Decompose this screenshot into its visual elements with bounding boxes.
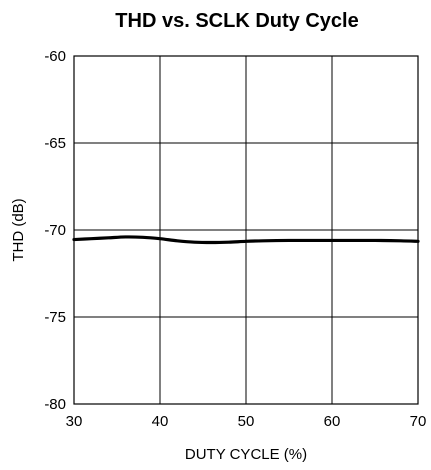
grid-lines [74, 56, 418, 404]
y-axis-label: THD (dB) [10, 198, 27, 261]
x-tick-label: 50 [238, 413, 255, 430]
x-tick-label: 40 [152, 413, 169, 430]
y-tick-label: -65 [44, 135, 66, 152]
x-tick-label: 60 [324, 413, 341, 430]
y-axis-ticks: -60 -65 -70 -75 -80 [44, 48, 66, 413]
y-tick-label: -70 [44, 222, 66, 239]
x-tick-label: 30 [66, 413, 83, 430]
y-tick-label: -75 [44, 309, 66, 326]
series-line-0 [72, 235, 420, 245]
x-axis-label: DUTY CYCLE (%) [185, 446, 307, 463]
x-tick-label: 70 [410, 413, 427, 430]
chart-title: THD vs. SCLK Duty Cycle [115, 10, 358, 32]
x-axis-ticks: 30 40 50 60 70 [66, 413, 427, 430]
y-tick-label: -60 [44, 48, 66, 65]
y-tick-label: -80 [44, 396, 66, 413]
series-layer [72, 235, 420, 245]
